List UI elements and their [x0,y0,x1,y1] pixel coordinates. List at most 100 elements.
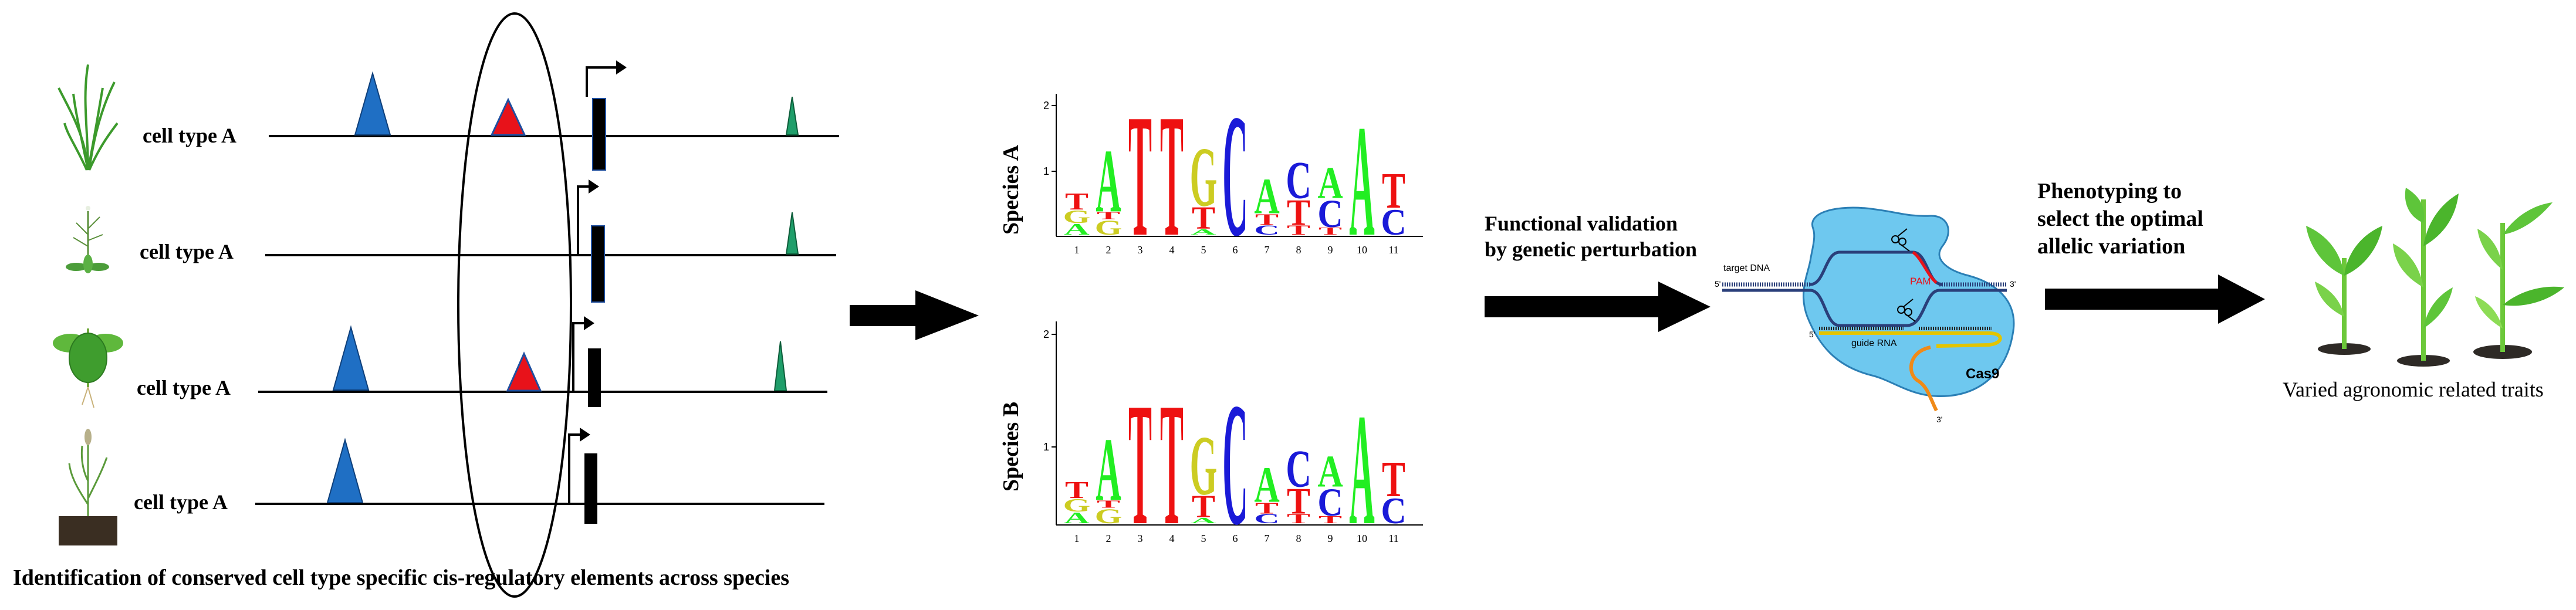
panel-cre-identification: cell type A cell type A cell type A cell… [13,12,839,598]
logo-b-xtick-5: 5 [1201,533,1206,544]
logo-b-xtick-2: 2 [1106,533,1111,544]
logo-b-pos2-G-0: G [1095,504,1123,528]
motif-green-1 [785,96,799,135]
wheat-plant-icon [59,429,117,545]
dna-5prime-label: 5' [1715,279,1720,289]
flow-arrow-2 [1485,282,1710,332]
logo-a-pos3-T-0: T [1128,77,1152,273]
logo-b-pos2-A-2: A [1096,419,1121,520]
rice-plant-icon [58,64,119,171]
target-dna [1722,250,2007,327]
logo-a-pos8-C-2: C [1286,150,1311,210]
logo-b-xtick-7: 7 [1265,533,1270,544]
logo-b-xtick-3: 3 [1138,533,1143,544]
logo-b-xticks: 1 2 3 4 5 6 7 8 9 10 11 [1074,533,1399,544]
logo-a-pos1-G-1: G [1063,206,1091,227]
logo-a-xtick-9: 9 [1328,244,1333,256]
logo-a-pos2-A-2: A [1096,131,1121,231]
logo-a-pos7-C-0: C [1254,223,1279,238]
pam-label: PAM [1910,276,1931,287]
logo-b-xtick-4: 4 [1169,533,1175,544]
tss-row-3 [564,316,601,407]
logo-a-pos7-T-1: T [1255,211,1279,229]
seedling-short-icon [2306,226,2382,355]
logo-b-xtick-11: 11 [1388,533,1398,544]
logo-a-pos6-C-0: C [1222,77,1248,273]
arabidopsis-plant-icon [66,206,109,273]
logo-a-xtick-1: 1 [1074,244,1080,256]
logo-a-ytick-1: 1 [1043,165,1049,177]
logo-b-pos1-T-2: T [1065,477,1088,503]
cas9-label: Cas9 [1966,366,1999,382]
panel3-title-line1: Functional validation [1485,212,1678,235]
guide-rna [1819,327,2002,412]
logo-b-pos3-T-0: T [1128,366,1152,561]
logo-a-xtick-3: 3 [1138,244,1143,256]
row-label-2: cell type A [140,240,234,263]
logo-b-pos5-A-0: A [1191,516,1216,525]
motif-blue-1 [354,71,391,135]
motif-red-3 [506,351,542,392]
motif-blue-4 [326,438,364,503]
logo-a-pos9-T-0: T [1319,225,1342,238]
logo-b-pos8-T-0: T [1287,511,1310,526]
logo-a-pos8-T-1: T [1287,192,1310,233]
panel4-caption: Varied agronomic related traits [2283,378,2544,401]
logo-a-xtick-11: 11 [1388,244,1398,256]
logo-b-pos5-G-2: G [1190,419,1218,513]
logo-b-pos8-C-2: C [1286,439,1311,499]
logo-b-pos6-C-0: C [1222,366,1248,561]
target-dna-label: target DNA [1723,263,1770,273]
logo-b-pos9-A-2: A [1317,446,1343,496]
logo-b-xtick-10: 10 [1357,533,1367,544]
logo-b-pos1-G-1: G [1063,495,1091,516]
panel-phenotyping: Phenotyping to select the optimal alleli… [2037,179,2564,401]
logo-a-pos7-A-2: A [1254,169,1280,225]
logo-b-pos1-A-0: A [1064,509,1090,527]
motif-blue-3 [332,325,370,391]
panel3-title-line2: by genetic perturbation [1485,238,1697,261]
logo-a-pos11-C-0: C [1381,202,1406,243]
guide-rna-label: guide RNA [1851,338,1897,348]
logo-b-pos7-C-0: C [1254,511,1279,526]
logo-b-pos7-A-2: A [1254,458,1280,513]
logo-b-pos11-T-1: T [1382,452,1405,507]
logo-a-pos2-T-1: T [1097,209,1120,222]
row-label-3: cell type A [137,376,231,399]
cas9-illustration: target DNA PAM guide RNA Cas9 5' 3' 5' 3… [1715,206,2016,424]
logo-a-pos5-T-1: T [1192,201,1215,236]
logo-a-pos2-G-0: G [1095,216,1123,239]
logo-a-xtick-4: 4 [1169,244,1175,256]
logo-a-pos9-C-1: C [1317,191,1343,235]
logo-a-pos1-T-2: T [1065,188,1088,215]
logo-a-xtick-10: 10 [1357,244,1367,256]
logo-b-ytick-2: 2 [1043,328,1049,340]
logo-a-pos5-A-0: A [1191,228,1216,236]
flow-arrow-3 [2045,274,2265,324]
flow-arrow-1 [850,290,979,340]
row-label-4: cell type A [134,490,228,514]
dna-3prime-label: 3' [2010,279,2016,289]
logo-a-pos5-G-2: G [1190,130,1218,225]
logo-b-pos2-T-1: T [1097,498,1120,510]
rna-3prime-label: 3' [1936,415,1942,424]
logo-b-pos9-T-0: T [1319,514,1342,526]
tss-row-2 [566,179,605,303]
motif-green-3 [773,341,787,391]
logo-a-xticks: 1 2 3 4 5 6 7 8 9 10 11 [1074,244,1399,256]
logo-a-xtick-5: 5 [1201,244,1206,256]
tss-row-4 [560,428,597,524]
conserved-region-ellipse [457,12,572,598]
species-a-label: Species A [999,144,1023,235]
logo-b-xtick-1: 1 [1074,533,1080,544]
motif-green-2 [785,212,799,255]
logo-a-pos10-A-0: A [1349,92,1374,269]
tss-row-1 [586,60,627,171]
panel4-title-line2: select the optimal [2037,206,2203,231]
logo-b-xtick-8: 8 [1296,533,1301,544]
